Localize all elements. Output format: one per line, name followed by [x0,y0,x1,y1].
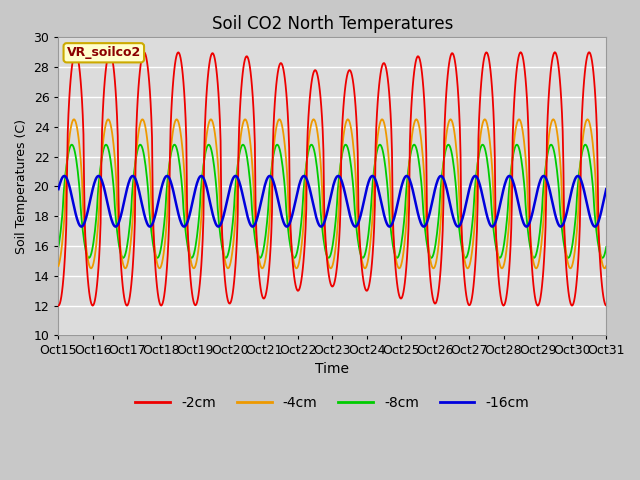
-2cm [602,303,610,309]
Line: -2cm: -2cm [58,52,606,306]
-16cm [119,205,127,211]
-8cm [602,244,610,250]
Legend: -2cm, -4cm, -8cm, -16cm: -2cm, -4cm, -8cm, -16cm [130,390,535,415]
-4cm [220,247,227,253]
-4cm [54,263,62,269]
-8cm [389,241,397,247]
-2cm [220,267,228,273]
-2cm [248,76,255,82]
-16cm [146,224,154,229]
-8cm [119,255,127,261]
-2cm [268,209,276,215]
-4cm [389,228,397,234]
X-axis label: Time: Time [316,361,349,376]
Line: -8cm: -8cm [58,144,606,258]
-16cm [269,177,276,182]
-16cm [390,215,398,221]
-16cm [163,173,171,179]
-8cm [420,218,428,224]
-16cm [248,224,256,229]
-4cm [268,177,275,183]
-2cm [390,230,397,236]
-4cm [429,265,437,271]
-2cm [72,49,79,55]
-16cm [54,186,62,192]
Text: VR_soilco2: VR_soilco2 [67,46,141,59]
-2cm [420,96,428,101]
-16cm [221,208,228,214]
-8cm [268,168,275,173]
Line: -4cm: -4cm [58,120,606,268]
-4cm [602,263,610,269]
-4cm [119,260,127,265]
-8cm [54,244,62,250]
-8cm [247,185,255,191]
-4cm [447,117,454,122]
-2cm [54,303,62,309]
-8cm [410,142,418,147]
Line: -16cm: -16cm [58,176,606,227]
-4cm [247,143,255,148]
-4cm [420,162,428,168]
Title: Soil CO2 North Temperatures: Soil CO2 North Temperatures [212,15,453,33]
-16cm [421,223,429,229]
-2cm [120,289,127,295]
-8cm [220,251,227,256]
Y-axis label: Soil Temperatures (C): Soil Temperatures (C) [15,119,28,254]
-16cm [602,186,610,192]
-8cm [428,255,435,261]
